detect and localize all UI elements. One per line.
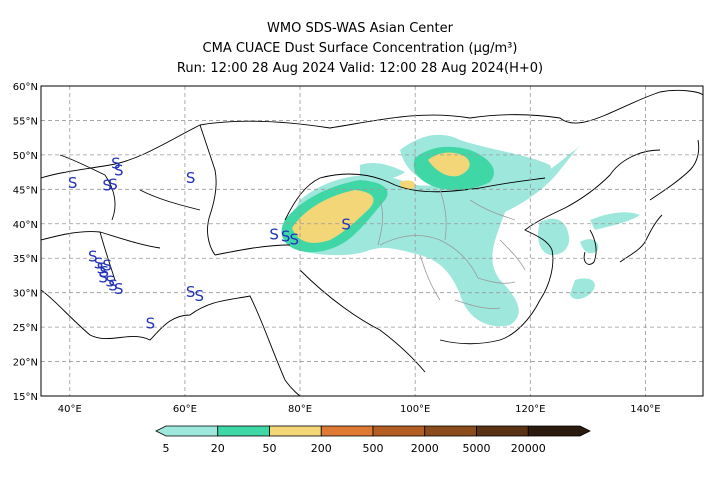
colorbar-segment: [269, 425, 322, 437]
dust-station-marker: S: [114, 280, 124, 298]
dust-field: [281, 134, 640, 327]
colorbar-segment: [476, 425, 529, 437]
dust-station-marker: S: [146, 314, 156, 332]
dust-station-marker: S: [102, 177, 112, 195]
dust-high-taklimakan: [292, 190, 374, 243]
lat-tick-label: 35°N: [13, 254, 38, 265]
colorbar: 5 20 50 200 500 2000 5000 20000: [155, 425, 591, 455]
dust-light-sea: [570, 278, 595, 300]
lon-tick-label: 40°E: [58, 404, 82, 415]
dust-station-marker: S: [341, 215, 351, 233]
colorbar-label: 2000: [411, 442, 439, 455]
dust-station-marker: S: [281, 228, 291, 246]
colorbar-label: 20000: [511, 442, 546, 455]
dust-high-gobi: [428, 152, 470, 177]
dust-station-marker: S: [186, 283, 196, 301]
dust-station-marker: S: [290, 230, 300, 248]
dust-station-marker: S: [68, 174, 78, 192]
lat-tick-label: 55°N: [13, 116, 38, 127]
dust-station-marker: S: [108, 277, 118, 295]
lat-tick-label: 25°N: [13, 323, 38, 334]
boundaries: [41, 89, 703, 396]
dust-high-junggar: [399, 180, 416, 190]
colorbar-segment: [217, 425, 270, 437]
title-product: CMA CUACE Dust Surface Concentration (μg…: [202, 41, 518, 56]
dust-station-marker: S: [98, 268, 108, 286]
colorbar-segment: [424, 425, 477, 437]
china-provinces: [377, 189, 526, 309]
colorbar-label: 20: [211, 442, 225, 455]
lat-tick-label: 15°N: [13, 392, 38, 403]
lat-tick-label: 45°N: [13, 185, 38, 196]
dust-station-marker: S: [195, 287, 205, 305]
title-center: WMO SDS-WAS Asian Center: [267, 21, 453, 36]
lat-tick-label: 20°N: [13, 358, 38, 369]
tick-labels: 40°E 60°E 80°E 100°E 120°E 140°E 15°N 20°N 25°N 3…: [13, 82, 661, 415]
dust-station-marker: S: [111, 155, 121, 173]
colorbar-label: 50: [263, 442, 277, 455]
title-run-valid: Run: 12:00 28 Aug 2024 Valid: 12:00 28 A…: [176, 61, 544, 76]
lat-tick-label: 30°N: [13, 289, 38, 300]
dust-station-marker: S: [269, 226, 279, 244]
lat-tick-label: 60°N: [13, 82, 38, 93]
dust-station-marker: S: [88, 248, 98, 266]
dust-light-bohai: [538, 218, 570, 256]
dust-station-marker: S: [186, 169, 196, 187]
map-frame: [40, 85, 704, 397]
lon-tick-label: 140°E: [630, 404, 660, 415]
colorbar-label: 200: [311, 442, 332, 455]
dust-station-marker: S: [100, 263, 110, 281]
colorbar-segment: [320, 425, 374, 437]
colorbar-segment: [372, 425, 426, 437]
grid-lines: [41, 86, 703, 396]
colorbar-segment: [527, 425, 591, 437]
dust-station-marker: S: [105, 272, 115, 290]
dust-light-manchuria: [590, 212, 640, 230]
dust-station-marker: S: [108, 175, 118, 193]
lon-tick-label: 120°E: [515, 404, 545, 415]
colorbar-label: 5000: [463, 442, 491, 455]
dust-light-kz: [360, 162, 405, 180]
dust-light-korea: [580, 239, 599, 254]
lon-tick-label: 60°E: [173, 404, 197, 415]
lat-tick-label: 50°N: [13, 151, 38, 162]
lon-tick-label: 80°E: [288, 404, 312, 415]
dust-station-marker: S: [97, 259, 107, 277]
colorbar-label: 500: [363, 442, 384, 455]
colorbar-label: 5: [163, 442, 170, 455]
colorbar-segment: [155, 425, 219, 437]
lon-tick-label: 100°E: [400, 404, 430, 415]
dust-station-marker: S: [94, 255, 104, 273]
lat-tick-label: 40°N: [13, 220, 38, 231]
dust-station-marker: S: [102, 257, 112, 275]
dust-station-marker: S: [114, 162, 124, 180]
